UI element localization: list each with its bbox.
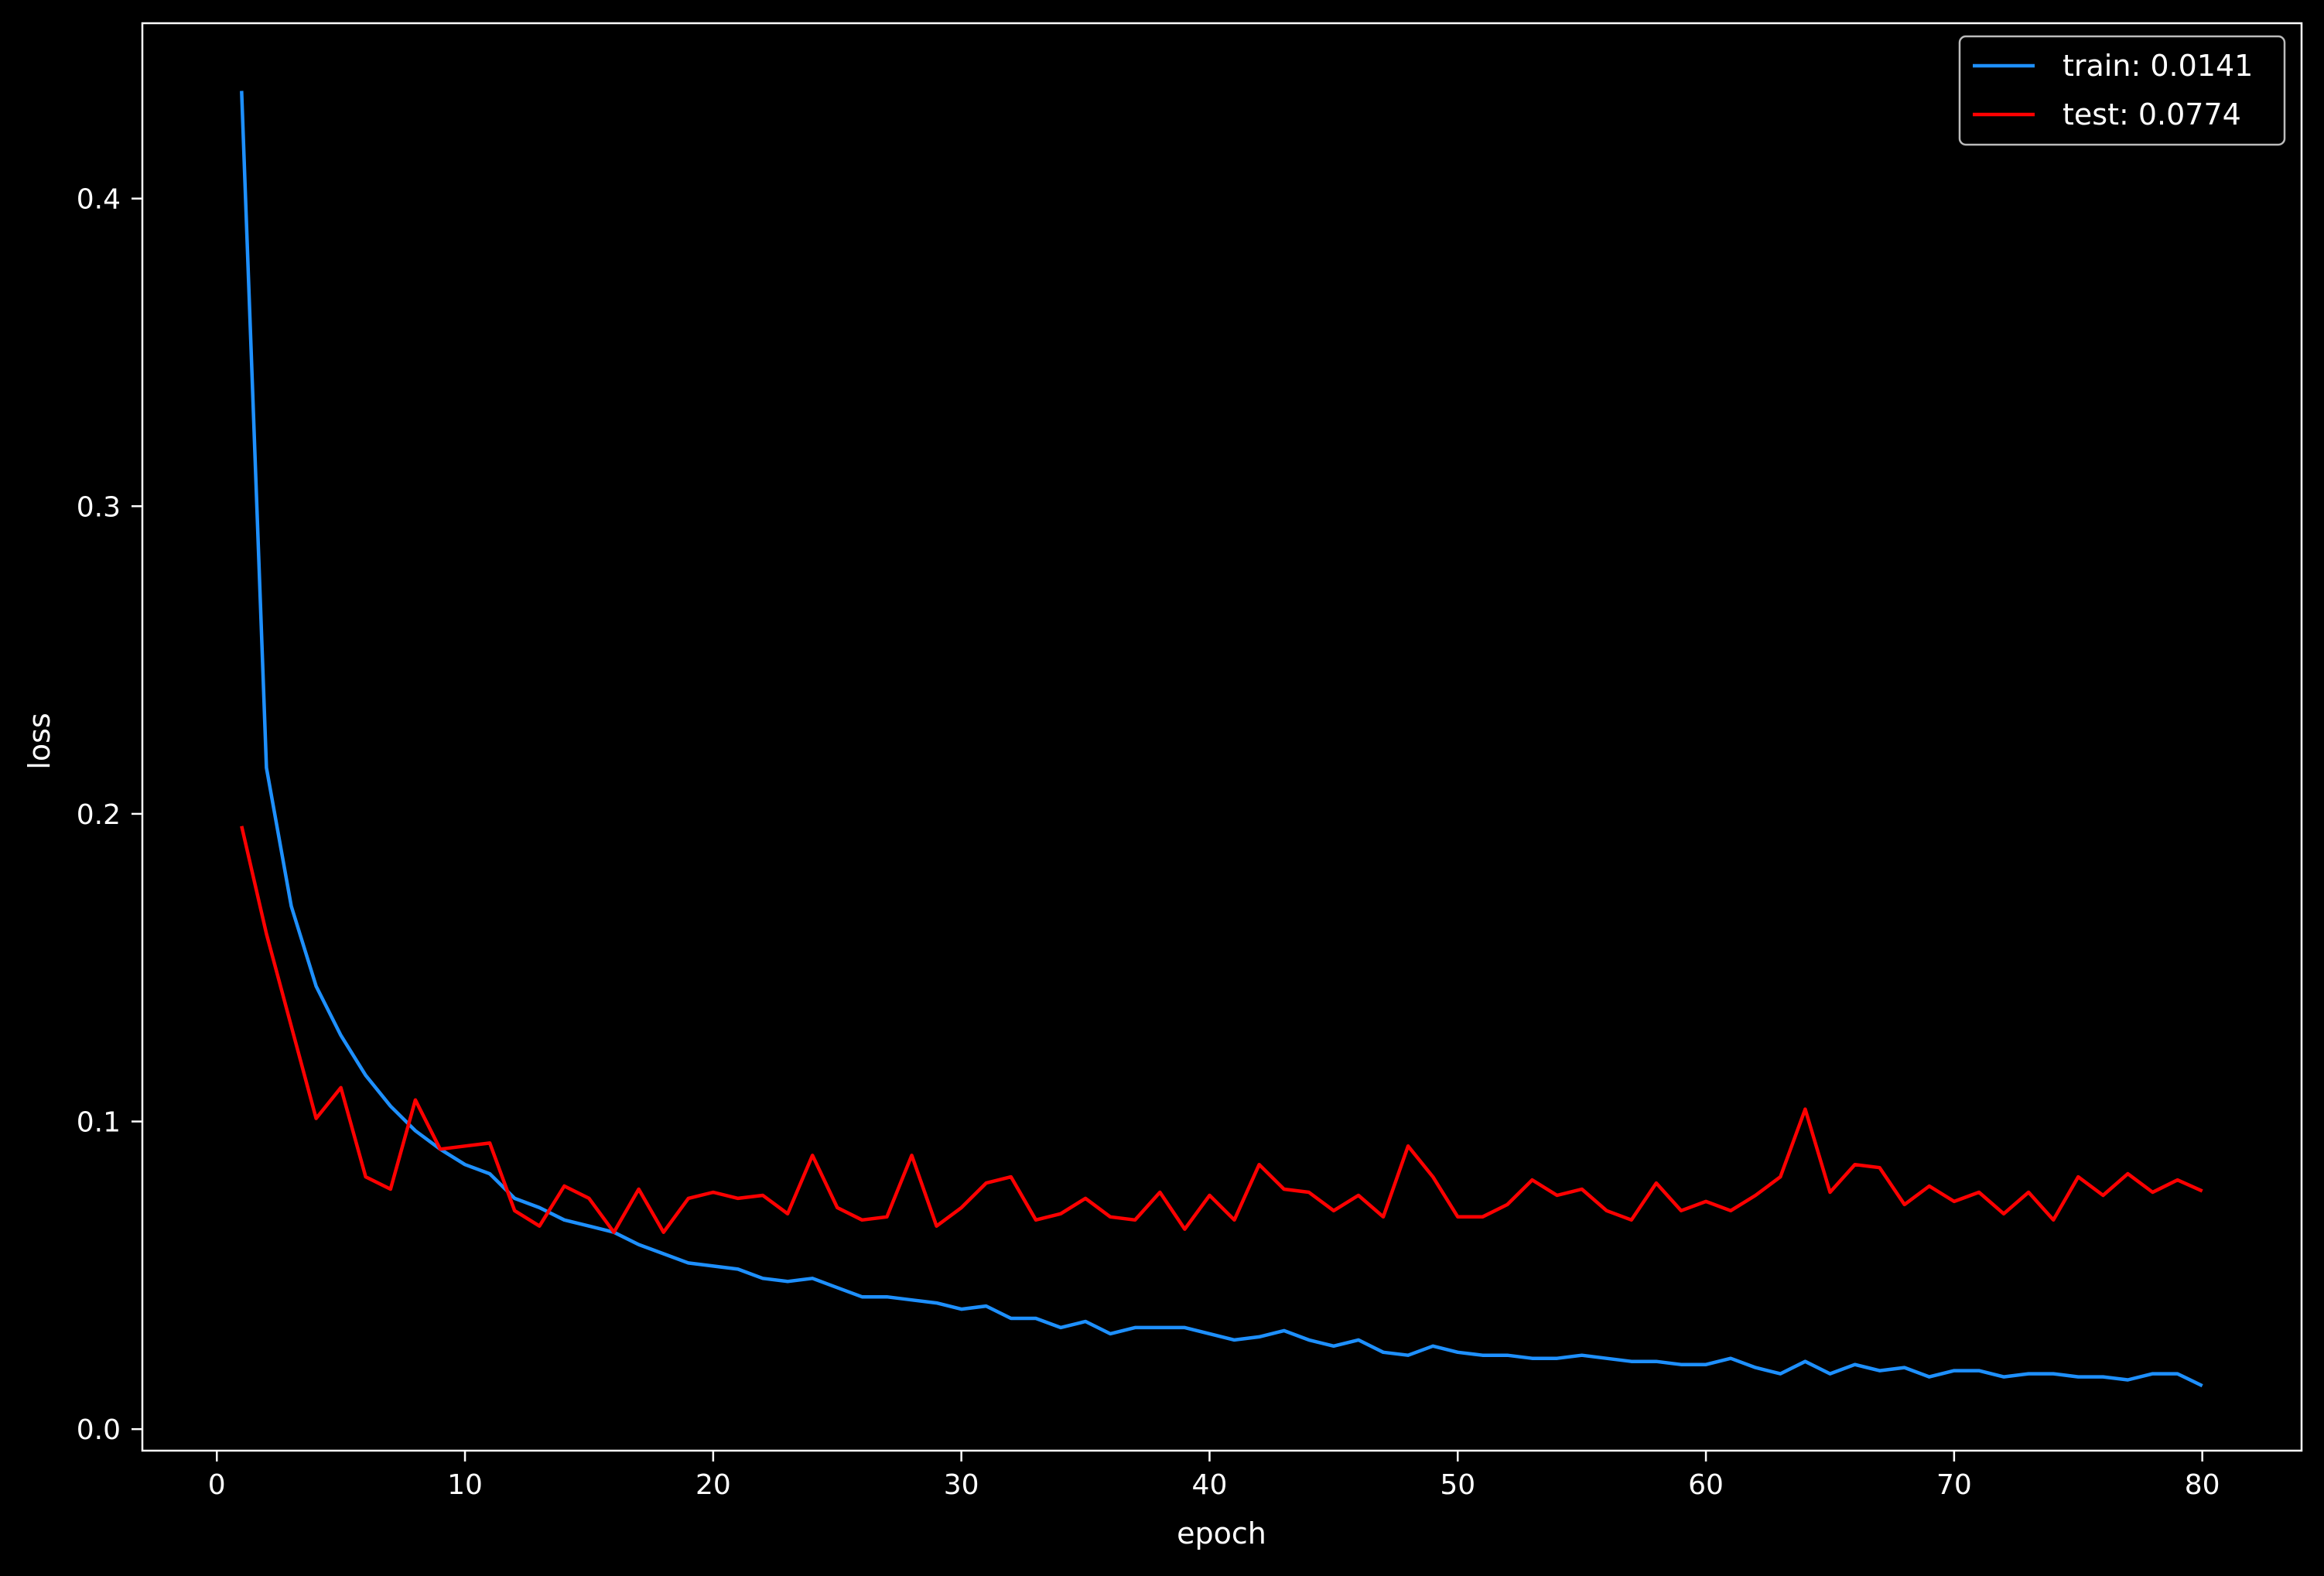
- y-axis-label: loss: [22, 713, 56, 769]
- train-loss-line: [240, 91, 2203, 1388]
- x-tick-label: 60: [1688, 1469, 1724, 1501]
- y-tick-label: 0.4: [77, 184, 121, 216]
- legend-label-train: train: 0.0141: [2063, 49, 2253, 83]
- x-tick-label: 40: [1192, 1469, 1228, 1501]
- x-axis-label: epoch: [1177, 1516, 1266, 1550]
- legend-label-test: test: 0.0774: [2063, 97, 2241, 132]
- y-axis: 0.0 0.1 0.2 0.3 0.4: [77, 184, 142, 1446]
- x-tick-label: 10: [447, 1469, 483, 1501]
- x-tick-label: 0: [208, 1469, 226, 1501]
- x-tick-label: 20: [695, 1469, 731, 1501]
- y-tick-label: 0.3: [77, 491, 121, 523]
- x-tick-label: 80: [2185, 1469, 2220, 1501]
- x-tick-label: 50: [1440, 1469, 1475, 1501]
- test-loss-line: [240, 826, 2203, 1234]
- plot-frame: [141, 22, 2303, 1452]
- x-axis: 0 10 20 30 40 50 60 70 80: [208, 1451, 2220, 1501]
- y-tick-label: 0.1: [77, 1107, 121, 1139]
- y-tick-label: 0.2: [77, 799, 121, 831]
- series-layer: [240, 91, 2203, 1388]
- y-tick-label: 0.0: [77, 1414, 121, 1446]
- x-tick-label: 70: [1936, 1469, 1972, 1501]
- legend-box: [1958, 35, 2286, 146]
- legend: train: 0.0141 test: 0.0774: [1958, 35, 2286, 146]
- x-tick-label: 30: [944, 1469, 979, 1501]
